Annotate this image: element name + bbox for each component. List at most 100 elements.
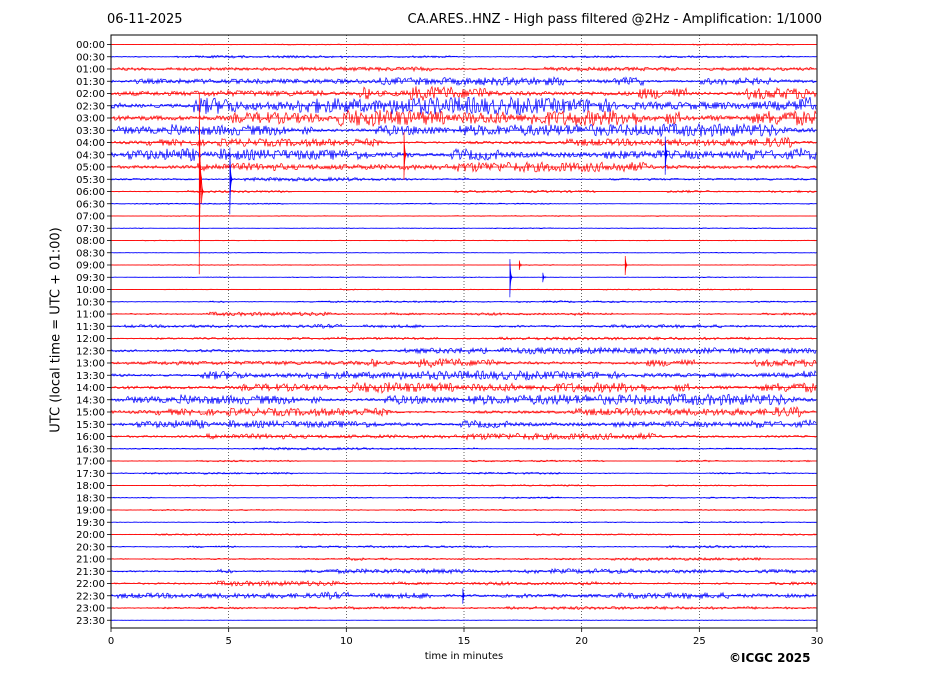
trace-0000 — [111, 43, 817, 46]
y-tick-label: 21:00 — [76, 555, 105, 566]
y-tick-label: 03:00 — [76, 114, 105, 125]
y-tick-label: 00:00 — [76, 40, 105, 51]
event-spike — [229, 147, 233, 215]
trace-0730 — [111, 227, 817, 230]
y-tick-label: 15:00 — [76, 408, 105, 419]
y-tick-label: 12:00 — [76, 334, 105, 345]
event-spike — [509, 259, 513, 298]
trace-0930 — [111, 276, 817, 279]
y-tick-label: 20:30 — [76, 542, 105, 553]
event-spike — [403, 132, 407, 180]
trace-0600 — [111, 189, 817, 194]
y-tick-label: 07:00 — [76, 212, 105, 223]
y-tick-label: 08:30 — [76, 248, 105, 259]
y-tick-label: 13:00 — [76, 359, 105, 370]
trace-1730 — [111, 471, 817, 475]
trace-1600 — [111, 431, 817, 441]
y-tick-label: 01:30 — [76, 77, 105, 88]
trace-0130 — [111, 76, 817, 87]
y-tick-label: 11:30 — [76, 322, 105, 333]
y-tick-label: 16:00 — [76, 432, 105, 443]
y-tick-label: 06:30 — [76, 199, 105, 210]
y-tick-label: 18:30 — [76, 493, 105, 504]
x-axis-label: time in minutes — [424, 651, 504, 662]
y-tick-label: 05:30 — [76, 175, 105, 186]
x-tick-label: 10 — [340, 636, 353, 647]
event-spike — [664, 136, 668, 175]
event-spike — [462, 588, 466, 604]
trace-1230 — [111, 346, 817, 355]
event-spike — [542, 272, 546, 283]
y-tick-label: 02:30 — [76, 101, 105, 112]
y-tick-label: 02:00 — [76, 89, 105, 100]
trace-0830 — [111, 251, 817, 254]
trace-0330 — [111, 122, 817, 138]
y-tick-label: 01:00 — [76, 65, 105, 76]
event-spike — [201, 180, 205, 204]
y-tick-label: 08:00 — [76, 236, 105, 247]
y-tick-label: 16:30 — [76, 444, 105, 455]
x-tick-label: 5 — [225, 636, 231, 647]
y-tick-label: 07:30 — [76, 224, 105, 235]
trace-2330 — [111, 619, 817, 621]
y-tick-label: 10:30 — [76, 297, 105, 308]
y-tick-label: 23:00 — [76, 604, 105, 615]
trace-1930 — [111, 521, 817, 524]
trace-1500 — [111, 405, 817, 418]
trace-1030 — [111, 300, 817, 304]
trace-2100 — [111, 556, 817, 562]
y-tick-label: 17:00 — [76, 457, 105, 468]
x-tick-label: 15 — [458, 636, 471, 647]
trace-0800 — [111, 239, 817, 242]
trace-0530 — [111, 176, 817, 183]
x-tick-label: 0 — [108, 636, 114, 647]
trace-0200 — [111, 85, 817, 101]
trace-2200 — [111, 579, 817, 588]
y-tick-label: 18:00 — [76, 481, 105, 492]
y-tick-label: 19:00 — [76, 506, 105, 517]
event-spike — [624, 255, 628, 276]
trace-2030 — [111, 545, 817, 549]
trace-0430 — [111, 147, 817, 162]
trace-1330 — [111, 369, 817, 381]
y-tick-label: 05:00 — [76, 163, 105, 174]
y-tick-label: 21:30 — [76, 567, 105, 578]
y-tick-label: 12:30 — [76, 346, 105, 357]
y-tick-label: 22:30 — [76, 591, 105, 602]
y-tick-label: 04:00 — [76, 138, 105, 149]
x-tick-label: 25 — [693, 636, 706, 647]
trace-0300 — [111, 109, 817, 127]
y-tick-label: 22:00 — [76, 579, 105, 590]
y-tick-label: 00:30 — [76, 52, 105, 63]
trace-0030 — [111, 54, 817, 59]
chart-title: CA.ARES..HNZ - High pass filtered @2Hz -… — [407, 12, 822, 27]
copyright-label: ©ICGC 2025 — [729, 651, 811, 665]
y-tick-label: 11:00 — [76, 310, 105, 321]
y-tick-label: 09:00 — [76, 261, 105, 272]
trace-1100 — [111, 311, 817, 318]
y-tick-label: 15:30 — [76, 420, 105, 431]
trace-2300 — [111, 605, 817, 611]
x-tick-label: 20 — [575, 636, 588, 647]
trace-1800 — [111, 484, 817, 487]
y-tick-label: 04:30 — [76, 150, 105, 161]
y-tick-label: 06:00 — [76, 187, 105, 198]
traces-group — [111, 43, 817, 621]
event-spike — [518, 260, 523, 271]
trace-0100 — [111, 65, 817, 73]
trace-1700 — [111, 459, 817, 463]
trace-1000 — [111, 288, 817, 291]
y-tick-label: 20:00 — [76, 530, 105, 541]
trace-0700 — [111, 215, 817, 217]
event-spike — [198, 93, 202, 275]
trace-1400 — [111, 381, 817, 394]
y-tick-label: 10:00 — [76, 285, 105, 296]
trace-2130 — [111, 567, 817, 575]
y-tick-label: 14:30 — [76, 395, 105, 406]
trace-0230 — [111, 95, 817, 116]
trace-1200 — [111, 336, 817, 342]
trace-1130 — [111, 323, 817, 329]
date-label: 06-11-2025 — [107, 12, 183, 27]
trace-2000 — [111, 533, 817, 536]
